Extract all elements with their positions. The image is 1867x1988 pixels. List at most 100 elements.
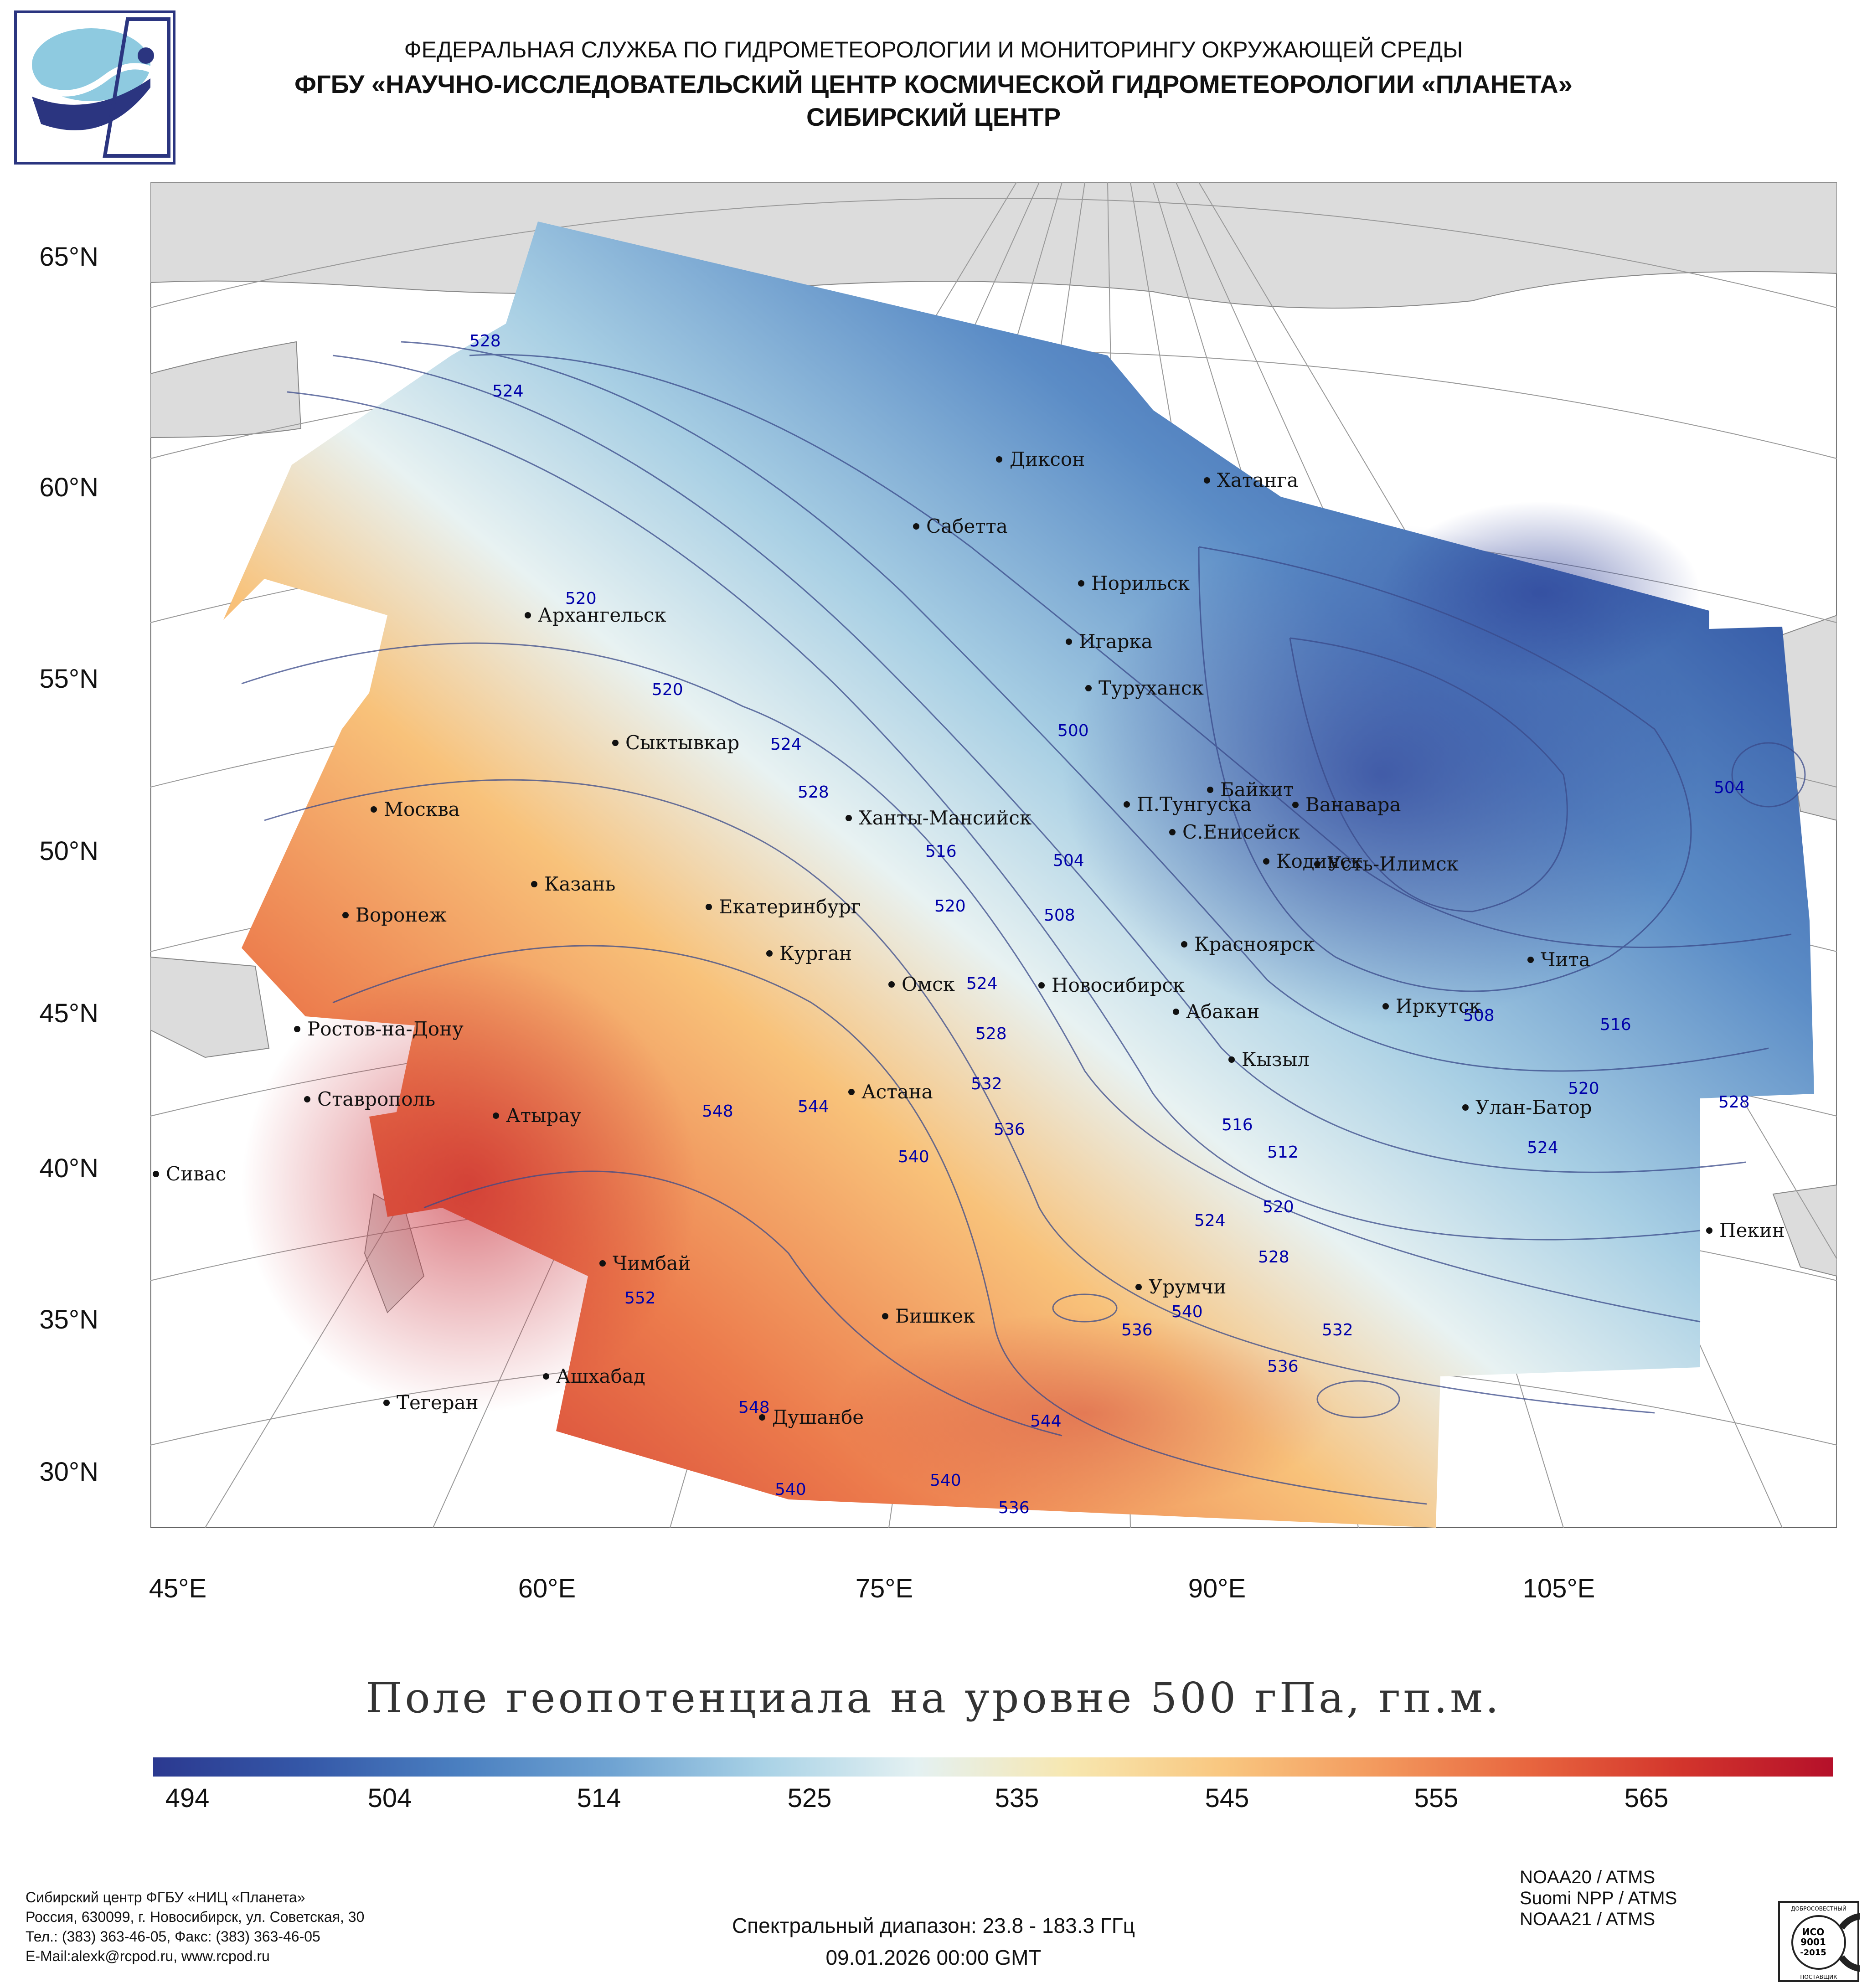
svg-text:Новосибирск: Новосибирск [1052, 974, 1185, 996]
svg-text:Диксон: Диксон [1010, 448, 1085, 470]
city-dikson: Диксон [996, 448, 1085, 470]
svg-text:552: 552 [624, 1289, 656, 1308]
footer-satellites: NOAA20 / ATMS Suomi NPP / ATMS NOAA21 / … [1520, 1867, 1677, 1930]
svg-text:520: 520 [652, 680, 683, 699]
svg-text:Сабетта: Сабетта [926, 515, 1008, 537]
city-ashgabat: Ашхабад [543, 1365, 645, 1387]
svg-text:548: 548 [702, 1102, 733, 1121]
city-khatanga: Хатанга [1204, 469, 1298, 491]
colorbar-tick-535: 535 [995, 1783, 1039, 1813]
svg-text:Душанбе: Душанбе [772, 1406, 864, 1428]
svg-text:536: 536 [998, 1499, 1030, 1517]
lon-label-90: 90°E [1188, 1574, 1246, 1603]
lon-label-75: 75°E [855, 1574, 913, 1603]
lat-label-30: 30°N [39, 1457, 98, 1487]
map-area: 528 524 520 520 500 504 524 528 516 520 … [59, 181, 1867, 1529]
satellite-snpp: Suomi NPP / ATMS [1520, 1888, 1677, 1908]
svg-text:9001: 9001 [1800, 1936, 1826, 1947]
city-rostov-na-donu: Ростов-на-Дону [294, 1018, 464, 1040]
svg-text:Курган: Курган [779, 942, 852, 964]
footer-org-phone: Тел.: (383) 363-46-05, Факс: (383) 363-4… [26, 1928, 320, 1945]
city-abakan: Абакан [1173, 1000, 1259, 1023]
city-stavropol: Ставрополь [304, 1088, 435, 1110]
svg-text:500: 500 [1057, 721, 1089, 740]
city-chita: Чита [1527, 948, 1590, 971]
svg-text:Норильск: Норильск [1091, 572, 1190, 594]
footer-organization: Сибирский центр ФГБУ «НИЦ «Планета» Росс… [26, 1888, 364, 1966]
city-vanavara: Ванавара [1292, 793, 1401, 816]
svg-text:ПОСТАВЩИК: ПОСТАВЩИК [1800, 1974, 1837, 1980]
svg-text:528: 528 [1718, 1093, 1750, 1112]
svg-text:Хатанга: Хатанга [1217, 469, 1298, 491]
svg-text:540: 540 [898, 1148, 929, 1166]
city-sivas: Сивас [153, 1163, 226, 1185]
svg-text:Тегеран: Тегеран [397, 1391, 479, 1414]
lat-label-50: 50°N [39, 836, 98, 866]
lat-label-40: 40°N [39, 1154, 98, 1183]
svg-text:520: 520 [1263, 1198, 1294, 1216]
svg-text:544: 544 [1030, 1412, 1062, 1431]
svg-text:Екатеринбург: Екатеринбург [719, 896, 861, 918]
colorbar-tick-565: 565 [1624, 1783, 1669, 1813]
satellite-noaa21: NOAA21 / ATMS [1520, 1909, 1656, 1929]
svg-text:Пекин: Пекин [1719, 1219, 1785, 1241]
svg-text:548: 548 [738, 1398, 770, 1417]
svg-text:504: 504 [1053, 851, 1084, 870]
svg-text:516: 516 [1222, 1116, 1253, 1134]
header-institute: ФГБУ «НАУЧНО-ИССЛЕДОВАТЕЛЬСКИЙ ЦЕНТР КОС… [294, 70, 1573, 98]
city-dushanbe: Душанбе [759, 1406, 864, 1428]
colorbar-tick-514: 514 [577, 1783, 621, 1813]
svg-text:528: 528 [975, 1025, 1007, 1043]
svg-text:Улан-Батор: Улан-Батор [1475, 1096, 1592, 1118]
city-omsk: Омск [888, 973, 955, 995]
city-krasnoyarsk: Красноярск [1181, 933, 1315, 955]
svg-text:504: 504 [1714, 778, 1745, 797]
city-urumqi: Урумчи [1135, 1276, 1226, 1298]
svg-text:Ванавара: Ванавара [1305, 793, 1401, 816]
svg-text:Красноярск: Красноярск [1194, 933, 1315, 955]
svg-text:Астана: Астана [861, 1081, 933, 1103]
svg-text:Ставрополь: Ставрополь [317, 1088, 435, 1110]
svg-text:524: 524 [1194, 1211, 1226, 1230]
city-atyrau: Атырау [493, 1104, 581, 1127]
svg-text:Омск: Омск [902, 973, 955, 995]
svg-text:532: 532 [1322, 1321, 1353, 1339]
city-turukhansk: Туруханск [1085, 677, 1204, 699]
svg-text:524: 524 [966, 974, 998, 993]
city-markers: Диксон Хатанга Сабетта Норильск Архангел… [153, 448, 1785, 1428]
svg-text:516: 516 [1600, 1015, 1631, 1034]
svg-text:Кодинск: Кодинск [1276, 850, 1362, 872]
footer-org-address: Россия, 630099, г. Новосибирск, ул. Сове… [26, 1909, 365, 1925]
svg-text:-2015: -2015 [1800, 1948, 1826, 1957]
svg-text:Ашхабад: Ашхабад [556, 1365, 645, 1387]
footer-org-email: E-Mail:alexk@rcpod.ru, www.rcpod.ru [26, 1948, 270, 1964]
svg-text:540: 540 [775, 1480, 806, 1499]
lon-label-105: 105°E [1522, 1574, 1595, 1603]
city-ulan-bator: Улан-Батор [1462, 1096, 1592, 1118]
svg-text:524: 524 [770, 735, 802, 754]
svg-text:ИСО: ИСО [1802, 1926, 1824, 1937]
planeta-logo-icon [14, 10, 175, 165]
svg-text:Архангельск: Архангельск [538, 604, 666, 626]
city-syktyvkar: Сыктывкар [612, 731, 739, 754]
svg-text:536: 536 [1267, 1357, 1299, 1376]
svg-text:Урумчи: Урумчи [1149, 1276, 1226, 1298]
svg-text:536: 536 [1121, 1321, 1153, 1339]
lon-label-60: 60°E [518, 1574, 576, 1603]
city-yekaterinburg: Екатеринбург [706, 896, 861, 918]
city-novosibirsk: Новосибирск [1038, 974, 1185, 996]
city-kazan: Казань [531, 873, 615, 895]
svg-text:Байкит: Байкит [1220, 778, 1294, 801]
svg-text:Усть-Илимск: Усть-Илимск [1327, 853, 1459, 875]
footer-center: Спектральный диапазон: 23.8 - 183.3 ГГц … [0, 1910, 1867, 1973]
footer-org-name: Сибирский центр ФГБУ «НИЦ «Планета» [26, 1889, 305, 1906]
colorbar-tick-494: 494 [165, 1783, 210, 1813]
svg-text:Туруханск: Туруханск [1099, 677, 1204, 699]
satellite-noaa20: NOAA20 / ATMS [1520, 1867, 1656, 1887]
svg-text:Сивас: Сивас [166, 1163, 226, 1185]
svg-text:Ростов-на-Дону: Ростов-на-Дону [307, 1018, 464, 1040]
lat-label-45: 45°N [39, 999, 98, 1028]
city-astana: Астана [848, 1081, 933, 1103]
city-beijing: Пекин [1706, 1219, 1785, 1241]
svg-text:Москва: Москва [384, 798, 460, 820]
